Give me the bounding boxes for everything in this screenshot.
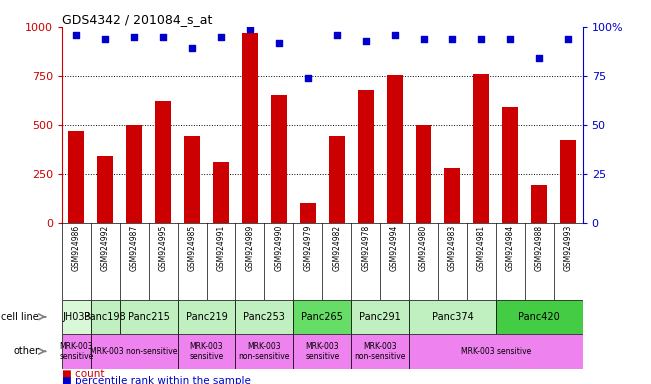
Text: MRK-003
sensitive: MRK-003 sensitive bbox=[59, 342, 94, 361]
Text: GSM924989: GSM924989 bbox=[245, 225, 255, 271]
Bar bbox=[62, 300, 90, 334]
Text: GSM924978: GSM924978 bbox=[361, 225, 370, 271]
Point bbox=[71, 31, 81, 38]
Text: ■ count: ■ count bbox=[62, 369, 104, 379]
Point bbox=[389, 31, 400, 38]
Point bbox=[100, 36, 111, 42]
Point bbox=[361, 38, 371, 44]
Point bbox=[534, 55, 544, 61]
Text: GSM924982: GSM924982 bbox=[332, 225, 341, 271]
Point bbox=[158, 34, 169, 40]
Point bbox=[476, 36, 486, 42]
Bar bbox=[62, 334, 90, 369]
Text: MRK-003
sensitive: MRK-003 sensitive bbox=[189, 342, 224, 361]
Point bbox=[447, 36, 458, 42]
Text: GSM924995: GSM924995 bbox=[159, 225, 167, 271]
Bar bbox=[409, 300, 496, 334]
Bar bbox=[236, 300, 294, 334]
Text: MRK-003
sensitive: MRK-003 sensitive bbox=[305, 342, 339, 361]
Text: Panc219: Panc219 bbox=[186, 312, 227, 322]
Point bbox=[129, 34, 139, 40]
Bar bbox=[409, 334, 583, 369]
Text: GSM924979: GSM924979 bbox=[303, 225, 312, 271]
Bar bbox=[473, 74, 490, 223]
Text: Panc374: Panc374 bbox=[432, 312, 473, 322]
Text: Panc198: Panc198 bbox=[85, 312, 126, 322]
Bar bbox=[178, 300, 236, 334]
Bar bbox=[496, 300, 583, 334]
Bar bbox=[387, 75, 402, 223]
Text: GDS4342 / 201084_s_at: GDS4342 / 201084_s_at bbox=[62, 13, 212, 26]
Bar bbox=[178, 334, 236, 369]
Text: GSM924980: GSM924980 bbox=[419, 225, 428, 271]
Point bbox=[563, 36, 574, 42]
Point bbox=[505, 36, 516, 42]
Text: GSM924987: GSM924987 bbox=[130, 225, 139, 271]
Bar bbox=[90, 334, 178, 369]
Bar bbox=[503, 107, 518, 223]
Text: GSM924992: GSM924992 bbox=[101, 225, 110, 271]
Point bbox=[245, 26, 255, 32]
Text: Panc420: Panc420 bbox=[518, 312, 560, 322]
Bar bbox=[184, 136, 200, 223]
Text: MRK-003
non-sensitive: MRK-003 non-sensitive bbox=[354, 342, 406, 361]
Bar bbox=[415, 125, 432, 223]
Bar bbox=[329, 136, 344, 223]
Text: GSM924981: GSM924981 bbox=[477, 225, 486, 271]
Text: Panc291: Panc291 bbox=[359, 312, 401, 322]
Text: Panc215: Panc215 bbox=[128, 312, 169, 322]
Bar bbox=[351, 334, 409, 369]
Text: Panc265: Panc265 bbox=[301, 312, 343, 322]
Text: ■ percentile rank within the sample: ■ percentile rank within the sample bbox=[62, 376, 251, 384]
Point bbox=[303, 75, 313, 81]
Bar bbox=[561, 141, 576, 223]
Bar bbox=[357, 89, 374, 223]
Text: Panc253: Panc253 bbox=[243, 312, 285, 322]
Text: other: other bbox=[13, 346, 39, 356]
Text: MRK-003 sensitive: MRK-003 sensitive bbox=[461, 347, 531, 356]
Bar bbox=[236, 334, 294, 369]
Text: GSM924983: GSM924983 bbox=[448, 225, 457, 271]
Point bbox=[331, 31, 342, 38]
Bar bbox=[155, 101, 171, 223]
Text: MRK-003
non-sensitive: MRK-003 non-sensitive bbox=[239, 342, 290, 361]
Bar bbox=[294, 334, 351, 369]
Point bbox=[419, 36, 429, 42]
Point bbox=[187, 45, 197, 51]
Text: GSM924986: GSM924986 bbox=[72, 225, 81, 271]
Point bbox=[273, 40, 284, 46]
Text: GSM924984: GSM924984 bbox=[506, 225, 515, 271]
Bar bbox=[120, 300, 178, 334]
Bar bbox=[445, 168, 460, 223]
Text: GSM924990: GSM924990 bbox=[274, 225, 283, 271]
Text: GSM924991: GSM924991 bbox=[217, 225, 225, 271]
Bar bbox=[126, 125, 142, 223]
Text: GSM924988: GSM924988 bbox=[534, 225, 544, 271]
Bar bbox=[97, 156, 113, 223]
Bar bbox=[271, 95, 287, 223]
Text: cell line: cell line bbox=[1, 312, 39, 322]
Text: JH033: JH033 bbox=[62, 312, 90, 322]
Bar bbox=[351, 300, 409, 334]
Text: GSM924993: GSM924993 bbox=[564, 225, 573, 271]
Bar bbox=[300, 203, 316, 223]
Point bbox=[215, 34, 226, 40]
Bar bbox=[242, 33, 258, 223]
Text: GSM924994: GSM924994 bbox=[390, 225, 399, 271]
Bar bbox=[68, 131, 84, 223]
Text: MRK-003 non-sensitive: MRK-003 non-sensitive bbox=[90, 347, 178, 356]
Text: GSM924985: GSM924985 bbox=[187, 225, 197, 271]
Bar bbox=[531, 185, 547, 223]
Bar bbox=[294, 300, 351, 334]
Bar bbox=[90, 300, 120, 334]
Bar bbox=[213, 162, 229, 223]
